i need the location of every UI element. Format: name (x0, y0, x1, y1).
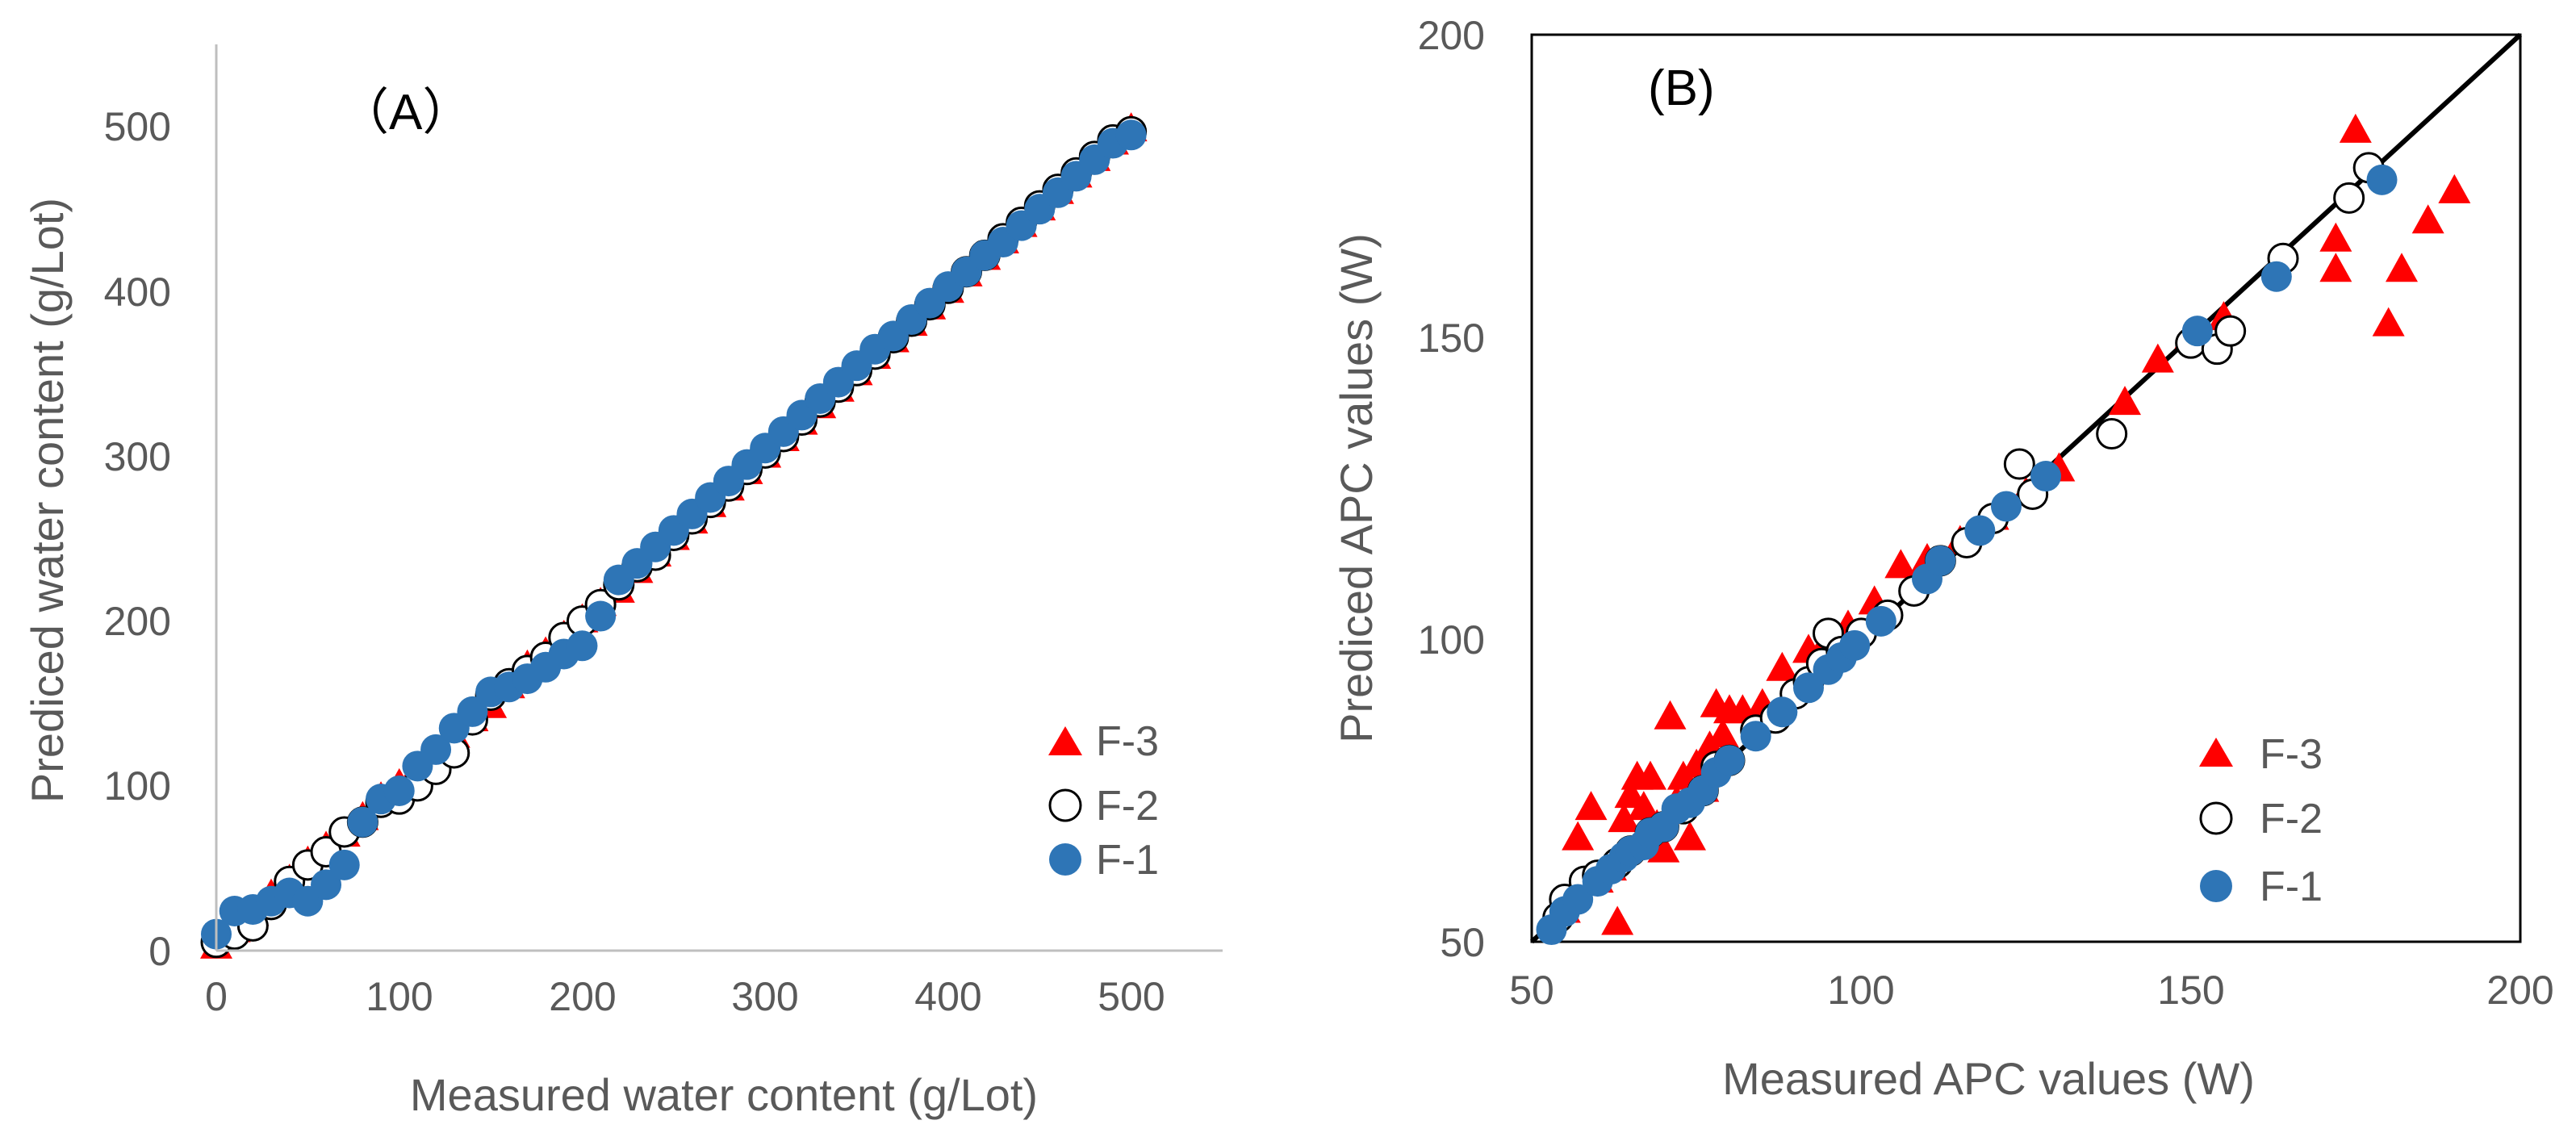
panel-b-legend-f3-label: F-3 (2260, 731, 2323, 778)
panel-a-legend-f3-marker (1048, 726, 1082, 755)
panel-a-label: （A） (339, 85, 472, 140)
panel-a-legend-f2-marker (1048, 788, 1082, 822)
panel-a-legend-f1-marker (1049, 843, 1081, 876)
panel-b-point-f3 (1608, 803, 1641, 833)
panel-a-x-ticks: 0 100 200 300 400 500 (205, 974, 1165, 1019)
panel-a-x-tick: 100 (366, 974, 433, 1019)
panel-b-x-ticks: 50 100 150 200 (1509, 968, 2554, 1013)
panel-a-y-tick: 400 (104, 270, 171, 315)
panel-a-point-f1 (1115, 119, 1147, 151)
panel-b-x-tick: 100 (1827, 968, 1894, 1013)
panel-b-point-f2 (2214, 315, 2247, 347)
panel-b-y-ticks: 50 100 150 200 (1418, 13, 1485, 965)
panel-a-legend-f2-label: F-2 (1096, 783, 1159, 830)
panel-b-point-f3 (1884, 549, 1917, 579)
panel-a-x-tick: 500 (1098, 974, 1165, 1019)
panel-a-legend-f1-label: F-1 (1096, 837, 1159, 884)
panel-a-x-tick: 0 (205, 974, 228, 1019)
panel-b-legend-f2-label: F-2 (2260, 796, 2323, 842)
panel-a-x-axis-label: Measured water content (g/Lot) (410, 1069, 1038, 1120)
panel-b-x-tick: 200 (2486, 968, 2553, 1013)
panel-b-point-f3 (1562, 821, 1595, 851)
panel-b-point-f1 (2030, 461, 2061, 492)
panel-a-x-tick: 200 (549, 974, 616, 1019)
panel-b-x-tick: 50 (1509, 968, 1554, 1013)
panel-b-legend-f1-marker (2200, 870, 2232, 902)
panel-b: 50 100 150 200 50 100 150 200 Measured A… (1331, 13, 2554, 1104)
panel-b-point-f3 (1654, 700, 1687, 730)
panel-b-legend-f2-marker (2199, 801, 2233, 835)
panel-b-y-tick: 50 (1440, 920, 1485, 965)
panel-a-point-f1 (311, 869, 342, 901)
panel-b-point-f3 (1766, 651, 1799, 681)
panel-a-legend: F-3 F-2 F-1 (1048, 718, 1159, 884)
panel-b-point-f3 (2372, 307, 2405, 337)
panel-b-point-f3 (2319, 222, 2352, 252)
panel-b-point-f3 (2438, 174, 2471, 203)
panel-b-point-f1 (1865, 605, 1896, 637)
panel-b-point-f3 (2339, 113, 2372, 143)
panel-a-y-tick: 500 (104, 104, 171, 149)
panel-b-point-f1 (1740, 721, 1771, 752)
panel-b-point-f1 (1562, 884, 1594, 915)
panel-b-point-f3 (1706, 718, 1739, 748)
panel-b-point-f3 (1674, 821, 1706, 851)
panel-b-point-f3 (1627, 791, 1660, 821)
panel-b-x-axis-label: Measured APC values (W) (1722, 1053, 2255, 1104)
panel-a-point-f1 (328, 849, 360, 880)
panel-b-point-f3 (1601, 905, 1634, 935)
panel-b-point-f1 (1925, 545, 1956, 576)
panel-a: 0 100 200 300 400 500 0 100 200 300 400 … (22, 44, 1223, 1120)
panel-b-point-f3 (1647, 833, 1680, 863)
panel-a-legend-f3-label: F-3 (1096, 718, 1159, 765)
panel-b-plot-area (1530, 33, 2522, 943)
panel-b-point-f1 (2181, 316, 2213, 347)
panel-a-point-f1 (347, 806, 378, 838)
panel-b-point-f3 (2109, 386, 2141, 416)
panel-b-point-f3 (1574, 791, 1608, 821)
panel-a-x-tick: 400 (914, 974, 981, 1019)
panel-b-point-f1 (1714, 745, 1745, 776)
panel-a-y-ticks: 0 100 200 300 400 500 (104, 104, 171, 974)
panel-b-y-tick: 100 (1418, 617, 1485, 663)
panel-b-point-f1 (2260, 261, 2292, 292)
panel-a-y-tick: 0 (148, 929, 171, 974)
panel-b-point-f3 (2411, 204, 2444, 234)
panel-a-point-f1 (457, 696, 488, 727)
panel-a-point-f1 (585, 600, 617, 632)
panel-a-y-tick: 100 (104, 763, 171, 809)
panel-b-x-tick: 150 (2157, 968, 2224, 1013)
panel-b-point-f3 (2386, 253, 2418, 282)
panel-a-y-axis-label: Prediced water content (g/Lot) (22, 198, 73, 803)
panel-a-point-f1 (383, 775, 415, 806)
panel-b-point-f2 (2096, 418, 2128, 450)
panel-b-point-f3 (2319, 253, 2352, 282)
panel-b-point-f2 (2003, 448, 2035, 480)
panel-b-point-f3 (2141, 343, 2174, 373)
panel-a-x-tick: 300 (731, 974, 798, 1019)
panel-b-y-tick: 200 (1418, 13, 1485, 58)
panel-a-point-f1 (420, 734, 452, 765)
panel-b-legend-f3-marker (2199, 738, 2233, 767)
panel-b-point-f1 (1839, 629, 1871, 661)
panel-b-point-f1 (1767, 696, 1798, 728)
panel-b-y-axis-label: Prediced APC values (W) (1331, 233, 1382, 743)
panel-a-y-tick: 300 (104, 434, 171, 479)
panel-b-y-tick: 150 (1418, 316, 1485, 361)
panel-a-marks (200, 112, 1148, 959)
panel-b-point-f1 (1991, 491, 2022, 522)
panel-b-point-f1 (1964, 515, 1996, 546)
panel-b-legend: F-3 F-2 F-1 (2199, 731, 2323, 910)
panel-b-point-f1 (2366, 164, 2398, 195)
panel-b-legend-f1-label: F-1 (2260, 863, 2323, 910)
panel-b-label: (B) (1648, 61, 1715, 116)
panel-b-point-f2 (2333, 182, 2365, 214)
panel-b-marks (1536, 113, 2471, 946)
panel-b-point-f3 (1634, 760, 1666, 790)
panel-b-point-f1 (1793, 672, 1824, 704)
panel-a-point-f1 (567, 630, 598, 662)
panel-a-y-tick: 200 (104, 599, 171, 644)
